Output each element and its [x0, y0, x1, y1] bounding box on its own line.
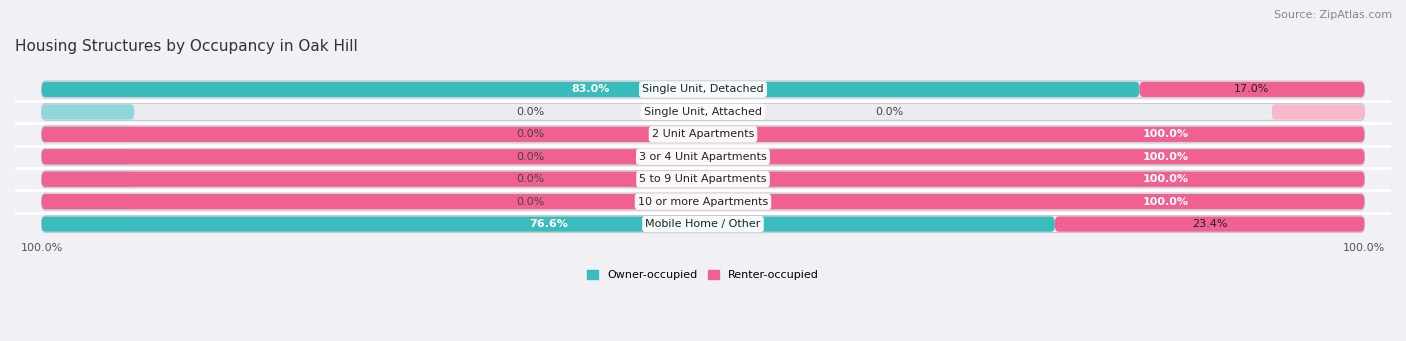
- FancyBboxPatch shape: [42, 104, 134, 120]
- FancyBboxPatch shape: [42, 172, 1364, 187]
- FancyBboxPatch shape: [42, 149, 1364, 164]
- Text: 2 Unit Apartments: 2 Unit Apartments: [652, 129, 754, 139]
- FancyBboxPatch shape: [42, 172, 134, 187]
- Text: Single Unit, Attached: Single Unit, Attached: [644, 107, 762, 117]
- FancyBboxPatch shape: [42, 81, 1364, 98]
- Text: 100.0%: 100.0%: [1143, 129, 1189, 139]
- Text: 100.0%: 100.0%: [1143, 174, 1189, 184]
- FancyBboxPatch shape: [42, 149, 134, 164]
- FancyBboxPatch shape: [1272, 104, 1364, 120]
- FancyBboxPatch shape: [42, 82, 1139, 97]
- Text: 100.0%: 100.0%: [1143, 197, 1189, 207]
- FancyBboxPatch shape: [42, 127, 1364, 142]
- Text: 23.4%: 23.4%: [1192, 219, 1227, 229]
- Text: 0.0%: 0.0%: [516, 174, 544, 184]
- Text: 3 or 4 Unit Apartments: 3 or 4 Unit Apartments: [640, 152, 766, 162]
- Text: Housing Structures by Occupancy in Oak Hill: Housing Structures by Occupancy in Oak H…: [15, 39, 359, 54]
- Text: 0.0%: 0.0%: [516, 107, 544, 117]
- FancyBboxPatch shape: [1139, 82, 1364, 97]
- FancyBboxPatch shape: [42, 194, 1364, 209]
- Text: Source: ZipAtlas.com: Source: ZipAtlas.com: [1274, 10, 1392, 20]
- Text: 76.6%: 76.6%: [529, 219, 568, 229]
- Text: 100.0%: 100.0%: [1143, 152, 1189, 162]
- FancyBboxPatch shape: [42, 148, 1364, 165]
- FancyBboxPatch shape: [42, 194, 134, 209]
- FancyBboxPatch shape: [42, 193, 1364, 210]
- Text: 0.0%: 0.0%: [516, 129, 544, 139]
- Text: 0.0%: 0.0%: [875, 107, 903, 117]
- Legend: Owner-occupied, Renter-occupied: Owner-occupied, Renter-occupied: [586, 270, 820, 280]
- Text: 17.0%: 17.0%: [1234, 85, 1270, 94]
- FancyBboxPatch shape: [42, 217, 1054, 232]
- FancyBboxPatch shape: [1054, 217, 1364, 232]
- FancyBboxPatch shape: [42, 103, 1364, 120]
- FancyBboxPatch shape: [42, 216, 1364, 233]
- FancyBboxPatch shape: [42, 126, 1364, 143]
- Text: 83.0%: 83.0%: [571, 85, 610, 94]
- Text: 10 or more Apartments: 10 or more Apartments: [638, 197, 768, 207]
- FancyBboxPatch shape: [42, 127, 134, 142]
- Text: Single Unit, Detached: Single Unit, Detached: [643, 85, 763, 94]
- FancyBboxPatch shape: [42, 171, 1364, 188]
- Text: Mobile Home / Other: Mobile Home / Other: [645, 219, 761, 229]
- Text: 0.0%: 0.0%: [516, 152, 544, 162]
- Text: 0.0%: 0.0%: [516, 197, 544, 207]
- Text: 5 to 9 Unit Apartments: 5 to 9 Unit Apartments: [640, 174, 766, 184]
